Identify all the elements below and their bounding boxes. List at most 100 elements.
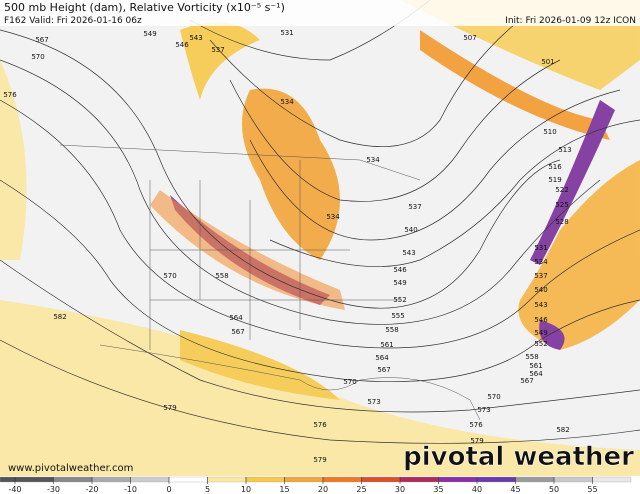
colorbar-segment xyxy=(0,476,54,483)
contour-label: 564 xyxy=(529,370,543,378)
contour-label: 564 xyxy=(229,314,243,322)
colorbar-tick-label: 10 xyxy=(241,485,251,494)
contour-label: 537 xyxy=(211,46,224,54)
colorbar-tick-label: 30 xyxy=(395,485,405,494)
init-time: Init: Fri 2026-01-09 12z ICON xyxy=(505,16,636,26)
contour-label: 552 xyxy=(534,340,547,348)
contour-label: 546 xyxy=(393,266,407,274)
contour-label: 525 xyxy=(555,201,568,209)
contour-label: 531 xyxy=(534,244,547,252)
colorbar-segment xyxy=(515,476,555,483)
colorbar-segment xyxy=(399,476,439,483)
height-contours xyxy=(0,0,640,444)
colorbar-segment xyxy=(476,476,516,483)
contour-label: 543 xyxy=(189,34,202,42)
header-band xyxy=(0,0,640,26)
colorbar-tick-label: 40 xyxy=(472,485,482,494)
colorbar-tick-label: 0 xyxy=(166,485,171,494)
contour-label: 507 xyxy=(463,34,476,42)
contour-label: 579 xyxy=(313,456,326,464)
contour-label: 543 xyxy=(534,301,547,309)
contour-label: 576 xyxy=(313,421,327,429)
contour-label: 576 xyxy=(3,91,17,99)
colorbar-tick-label: -30 xyxy=(47,485,60,494)
colorbar-segment xyxy=(438,476,478,483)
colorbar-segment xyxy=(553,476,593,483)
contour-label: 501 xyxy=(541,58,554,66)
colorbar-tick-label: 55 xyxy=(587,485,597,494)
contour-label: 558 xyxy=(215,272,228,280)
contour-label: 540 xyxy=(404,226,417,234)
colorbar-tick-label: 25 xyxy=(356,485,366,494)
contour-label: 561 xyxy=(529,362,542,370)
contour-label: 522 xyxy=(555,186,568,194)
contour-label: 531 xyxy=(280,29,293,37)
contour-label: 513 xyxy=(558,146,571,154)
colorbar-tick-label: -10 xyxy=(124,485,137,494)
title: 500 mb Height (dam), Relative Vorticity … xyxy=(4,1,285,14)
contour-label: 549 xyxy=(393,279,406,287)
contour-label: 579 xyxy=(470,437,483,445)
vorticity-field xyxy=(0,0,640,476)
contour-label: 564 xyxy=(375,354,389,362)
colorbar-tick-label: 45 xyxy=(510,485,520,494)
contour-label: 549 xyxy=(143,30,156,38)
colorbar-segment xyxy=(284,476,324,483)
contour-label: 534 xyxy=(280,98,294,106)
contour-label: 537 xyxy=(534,272,547,280)
contour-label: 582 xyxy=(53,313,66,321)
contour-label: 567 xyxy=(520,377,533,385)
colorbar-tick-label: 50 xyxy=(549,485,559,494)
contour-label: 558 xyxy=(525,353,538,361)
borders xyxy=(59,144,481,421)
contour-label: 582 xyxy=(556,426,569,434)
contour-label: 570 xyxy=(487,393,500,401)
contour-label: 570 xyxy=(163,272,176,280)
colorbar-tick-label: 20 xyxy=(318,485,328,494)
contour-label: 552 xyxy=(393,296,406,304)
colorbar-segment xyxy=(168,476,208,483)
contour-label: 579 xyxy=(163,404,176,412)
contour-label: 519 xyxy=(548,176,561,184)
website: www.pivotalweather.com xyxy=(8,463,133,474)
colorbar-tick-label: -40 xyxy=(8,485,21,494)
contour-label: 567 xyxy=(231,328,244,336)
colorbar-segment xyxy=(207,476,247,483)
contour-label: 546 xyxy=(175,41,189,49)
contour-label: 534 xyxy=(326,213,340,221)
contour-label: 561 xyxy=(380,341,393,349)
contour-label: 573 xyxy=(477,406,490,414)
contour-label: 576 xyxy=(469,421,483,429)
contour-label: 570 xyxy=(31,53,44,61)
contour-label: 570 xyxy=(343,378,356,386)
colorbar-segment xyxy=(361,476,401,483)
contour-label: 555 xyxy=(391,312,404,320)
contour-label: 546 xyxy=(534,316,548,324)
contour-label: 567 xyxy=(377,366,390,374)
contour-label: 549 xyxy=(534,329,547,337)
contour-label: 537 xyxy=(408,203,421,211)
valid-time: F162 Valid: Fri 2026-01-16 06z xyxy=(4,16,142,26)
colorbar-segment xyxy=(592,476,632,483)
colorbar-segment xyxy=(245,476,285,483)
watermark: pivotal weather xyxy=(403,442,634,472)
contour-label: 510 xyxy=(543,128,556,136)
contour-label: 534 xyxy=(366,156,380,164)
colorbar-segment xyxy=(53,476,93,483)
colorbar-tick-label: 35 xyxy=(433,485,443,494)
colorbar-segment xyxy=(322,476,362,483)
colorbar-segment xyxy=(91,476,131,483)
contour-label: 573 xyxy=(367,398,380,406)
contour-label: 534 xyxy=(534,258,548,266)
contour-label: 567 xyxy=(35,36,48,44)
colorbar-tick-label: -20 xyxy=(85,485,98,494)
colorbar-tick-label: 5 xyxy=(205,485,210,494)
contour-label: 528 xyxy=(555,218,568,226)
contour-label: 516 xyxy=(548,163,562,171)
contour-label: 543 xyxy=(402,249,415,257)
colorbar-segment xyxy=(130,476,170,483)
contour-label: 558 xyxy=(385,326,398,334)
contour-label: 540 xyxy=(534,286,547,294)
colorbar-tick-label: 15 xyxy=(279,485,289,494)
